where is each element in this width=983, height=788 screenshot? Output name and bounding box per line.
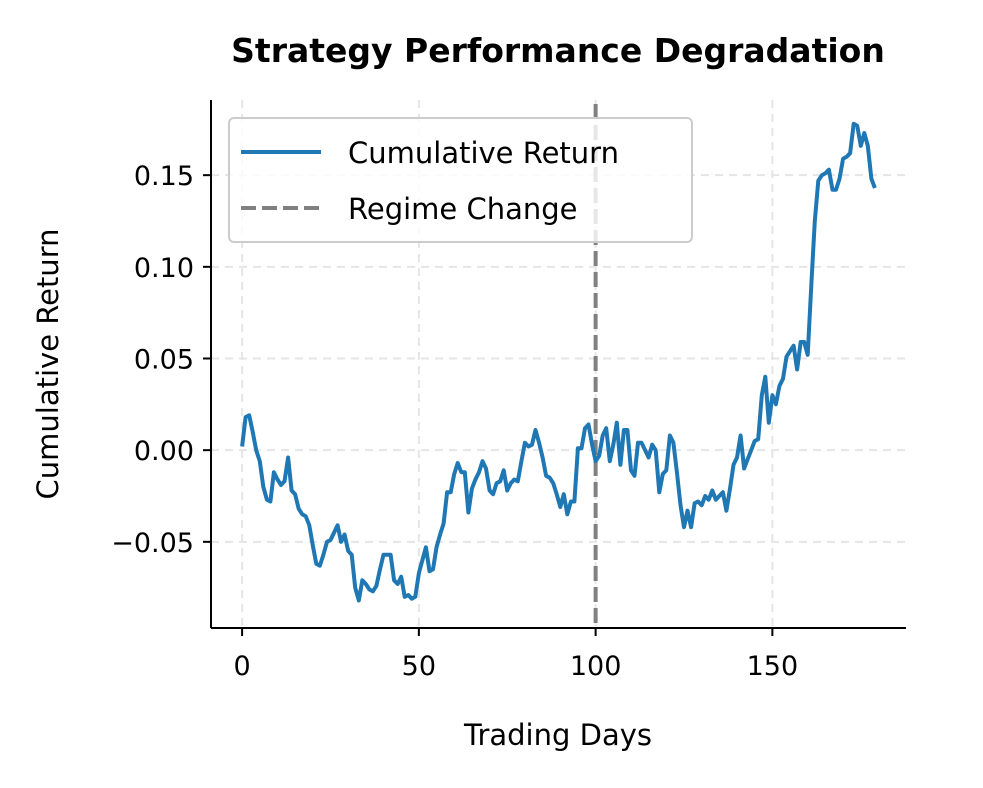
y-tick-label: −0.05 [111, 528, 194, 559]
legend: Cumulative Return Regime Change [229, 118, 692, 242]
y-tick-label: 0.10 [134, 253, 194, 284]
legend-label-cumulative-return: Cumulative Return [348, 136, 619, 170]
y-tick-label: 0.00 [134, 436, 194, 467]
x-tick-label: 0 [234, 651, 251, 682]
x-tick-label: 50 [402, 651, 436, 682]
x-tick-label: 150 [747, 651, 799, 682]
x-tick-label: 100 [570, 651, 622, 682]
x-axis-label: Trading Days [463, 718, 652, 752]
chart-title: Strategy Performance Degradation [231, 31, 885, 70]
legend-label-regime-change: Regime Change [348, 192, 578, 226]
y-axis-label: Cumulative Return [31, 229, 65, 500]
y-tick-label: 0.15 [134, 161, 194, 192]
y-tick-label: 0.05 [134, 345, 194, 376]
